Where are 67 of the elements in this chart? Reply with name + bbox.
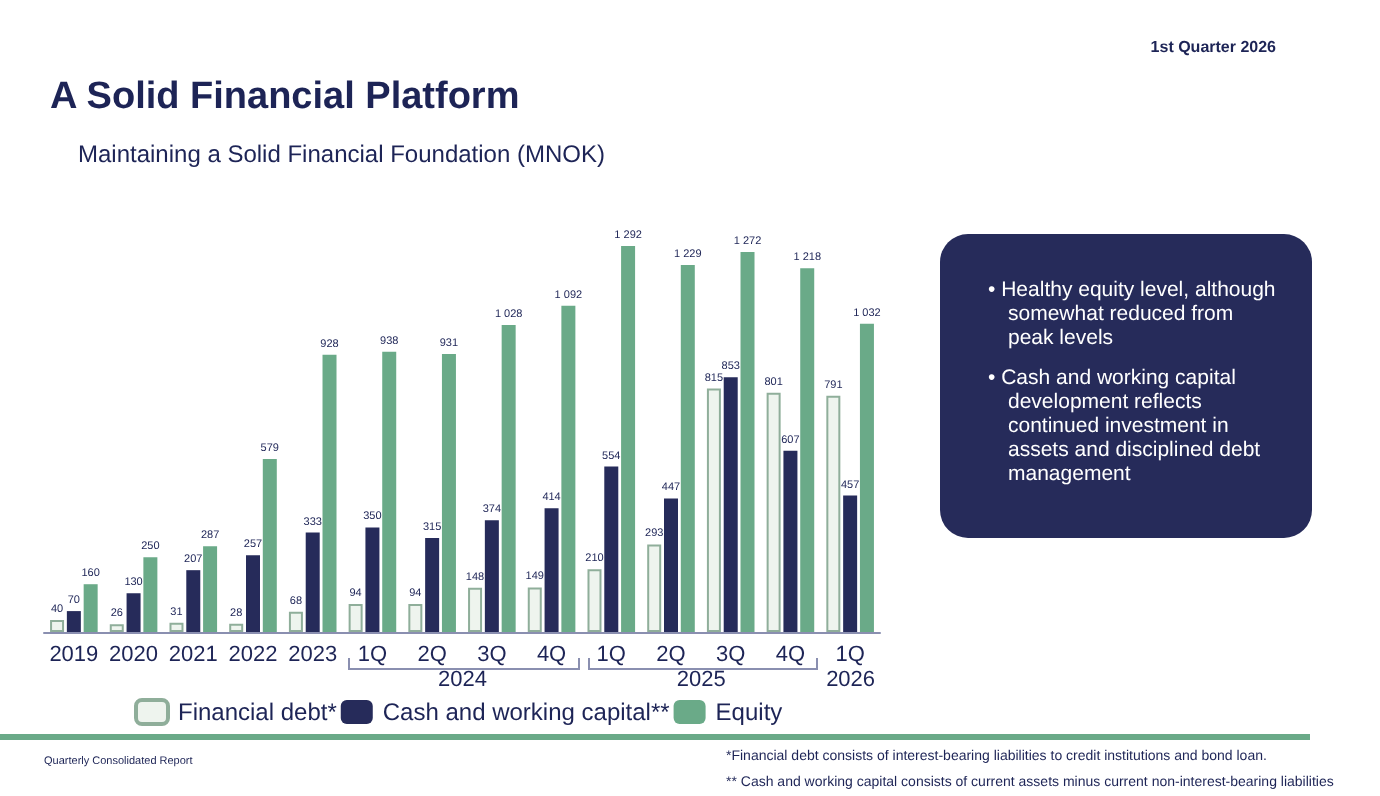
x-tick-label: 2021 (168, 643, 218, 667)
bar (305, 532, 320, 632)
bar (126, 593, 141, 632)
bar (706, 388, 721, 632)
bar (484, 520, 499, 632)
bar (527, 587, 542, 632)
bar (322, 354, 337, 632)
bar (348, 603, 363, 632)
x-tick-label: 4Q (536, 643, 568, 667)
x-tick-label: 2Q (417, 643, 448, 667)
bar (826, 395, 841, 632)
x-tick-label: 3Q (477, 643, 508, 667)
x-tick-label: 1Q (357, 643, 388, 667)
chart-subtitle: Maintaining a Solid Financial Foundation (MNOK) (78, 140, 605, 168)
x-tick-label: 2020 (109, 643, 159, 667)
bar (382, 351, 397, 632)
bar (843, 495, 858, 632)
bar (587, 569, 602, 632)
bar (561, 305, 576, 632)
bar (109, 624, 124, 632)
x-tick-label: 2019 (49, 643, 99, 667)
bar (800, 268, 815, 632)
x-tick-label: 1Q (596, 643, 627, 667)
bar (169, 622, 184, 632)
legend-label: Financial debt* (178, 698, 338, 726)
bar (83, 584, 98, 632)
x-tick-label: 2023 (288, 643, 338, 667)
bar (621, 246, 636, 632)
bar (66, 611, 81, 632)
x-tick-label: 2022 (228, 643, 278, 667)
text: • Cash and working capital development reflects continued investment in assets and disciplined debt management (988, 366, 1263, 487)
chart-title: A Solid Financial Platform (50, 76, 520, 118)
legend-label: Equity (715, 698, 783, 726)
bar (229, 623, 244, 632)
bar (664, 498, 678, 632)
bar (859, 323, 874, 632)
bar (468, 587, 483, 632)
bar (680, 264, 695, 632)
bar (740, 252, 755, 632)
bar (408, 603, 423, 632)
bar (723, 377, 738, 632)
x-tick-label: 3Q (716, 643, 747, 667)
x-tick-label: 2Q (656, 643, 687, 667)
bar (544, 508, 559, 632)
text: 1st Quarter 2026 (1150, 38, 1276, 56)
bar (766, 392, 781, 632)
bar (365, 527, 380, 632)
text: 2024 (438, 668, 487, 692)
text: • Healthy equity level, although somewhat reduced from peak levels (988, 278, 1278, 351)
bar (604, 466, 619, 632)
bar (262, 459, 277, 632)
bar (143, 557, 158, 632)
bar (186, 570, 201, 632)
bar (647, 544, 662, 632)
bar (783, 450, 798, 632)
bar (246, 555, 260, 632)
bar (203, 546, 218, 632)
text: 2025 (676, 668, 726, 692)
legend-label: Cash and working capital** (382, 698, 671, 726)
x-tick-label: 1Q (835, 643, 866, 667)
text: 2026 (826, 668, 876, 692)
bar (501, 324, 516, 632)
bar (50, 620, 65, 632)
bar (425, 537, 440, 632)
bar (288, 611, 303, 632)
bar (441, 353, 456, 632)
x-tick-label: 4Q (775, 643, 806, 667)
